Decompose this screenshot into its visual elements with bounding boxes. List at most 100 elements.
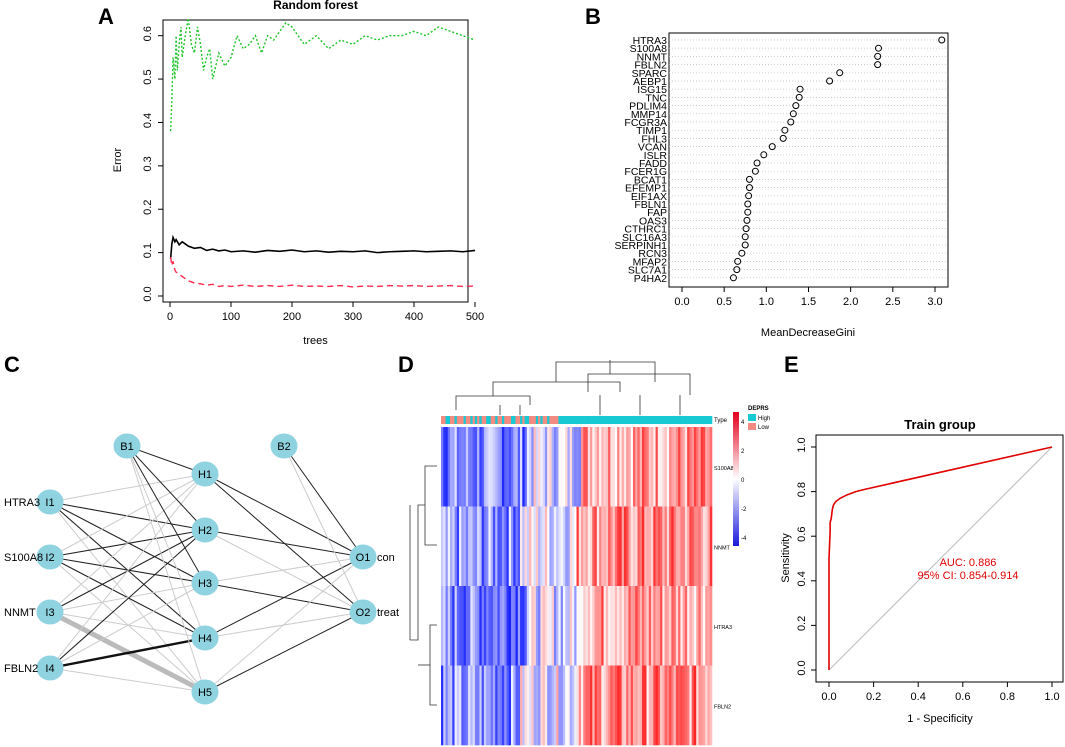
heatmap-cell (610, 586, 613, 666)
heatmap-cell (562, 506, 566, 587)
heatmap-cell (524, 506, 528, 587)
heatmap-cell (653, 506, 656, 587)
row-label: NNMT (714, 545, 731, 551)
x-axis-label: trees (303, 335, 328, 347)
heatmap-cell (707, 665, 711, 746)
heatmap-cell (614, 427, 618, 507)
network-node-label: I1 (45, 497, 54, 509)
heatmap-cell (463, 506, 467, 587)
heatmap-cell (623, 506, 627, 587)
heatmap-cell (689, 586, 692, 666)
heatmap-cell (490, 665, 494, 746)
color-scale-tick: -4 (741, 536, 747, 542)
heatmap-cell (657, 665, 661, 746)
heatmap-cell (641, 427, 645, 507)
heatmap-cell (671, 427, 674, 507)
gene-point (787, 118, 795, 126)
heatmap-cell (472, 506, 476, 587)
gene-label: FAP (647, 207, 667, 219)
heatmap-cell (574, 665, 577, 746)
annotation-cell (486, 416, 489, 424)
heatmap-cell (587, 586, 591, 666)
heatmap-cell (497, 427, 501, 507)
heatmap-cell (562, 665, 566, 746)
annotation-cell (628, 416, 631, 424)
gene-point (733, 266, 741, 274)
heatmap-cell (531, 665, 534, 746)
heatmap-cell (592, 665, 595, 746)
heatmap-cell (486, 506, 489, 587)
annotation-cell (671, 416, 674, 424)
heatmap-cell (700, 427, 704, 507)
heatmap-cell (497, 586, 501, 666)
y-tick-label: 0.8 (796, 482, 808, 497)
heatmap-cell (533, 586, 537, 666)
annotation-cell (477, 416, 480, 424)
network-edge (49, 473, 206, 669)
network-node (349, 599, 377, 625)
y-tick-label: 0.6 (142, 26, 154, 41)
heatmap-cell (508, 506, 512, 587)
annotation-cell (587, 416, 591, 424)
gene-label: TIMP1 (636, 125, 667, 137)
heatmap-cell (547, 427, 550, 507)
heatmap-cell (705, 427, 708, 507)
gene-point (789, 110, 797, 118)
network-node-label: H4 (198, 633, 212, 645)
heatmap-cell (623, 586, 627, 666)
panel-b-gini-dotchart: HTRA3S100A8NNMTFBLN2SPARCAEBP1ISG15TNCPD… (614, 32, 949, 339)
heatmap-cell (456, 506, 460, 587)
heatmap-cell (522, 665, 525, 746)
heatmap-cell (619, 506, 622, 587)
gene-label: VCAN (638, 142, 667, 154)
y-axis-label: Error (112, 147, 124, 172)
heatmap-cell (490, 506, 494, 587)
network-node-label: O2 (356, 607, 371, 619)
heatmap-cell (443, 586, 446, 666)
heatmap-cell (571, 665, 575, 746)
heatmap-cell (641, 586, 645, 666)
annotation-cell (594, 416, 598, 424)
heatmap-cell (635, 586, 638, 666)
heatmap-cell (693, 665, 697, 746)
heatmap-cell (470, 665, 473, 746)
annotation-cell (517, 416, 521, 424)
annotation-cell (630, 416, 634, 424)
heatmap-cell (651, 506, 654, 587)
heatmap-cell (578, 586, 582, 666)
heatmap-cell (617, 586, 620, 666)
heatmap-cell (488, 506, 491, 587)
heatmap-cell (574, 506, 577, 587)
gene-label: S100A8 (630, 43, 668, 55)
heatmap-cell (513, 665, 516, 746)
heatmap-cell (443, 506, 446, 587)
y-tick-label: 0.0 (142, 286, 154, 301)
heatmap-cell (490, 427, 494, 507)
annotation-cell (524, 416, 528, 424)
annotation-cell (705, 416, 708, 424)
heatmap-cell (468, 586, 471, 666)
annotation-cell (535, 416, 539, 424)
heatmap-cell (664, 506, 668, 587)
row-dendrogram (429, 624, 437, 706)
heatmap-cell (513, 427, 516, 507)
heatmap-cell (456, 427, 460, 507)
heatmap-cell (578, 665, 582, 746)
annotation-cell (592, 416, 595, 424)
heatmap-cell (648, 427, 652, 507)
network-edge (283, 445, 364, 613)
heatmap-cell (560, 665, 564, 746)
column-dendrogram (587, 373, 691, 395)
heatmap-cell (614, 665, 618, 746)
network-node (36, 489, 64, 515)
heatmap-cell (511, 427, 514, 507)
heatmap-cell (707, 586, 711, 666)
heatmap-cell (662, 586, 665, 666)
heatmap-cell (513, 506, 516, 587)
heatmap-cell (526, 506, 530, 587)
heatmap-cell (486, 665, 489, 746)
heatmap-cell (605, 506, 609, 587)
heatmap-cell (470, 427, 473, 507)
heatmap-cell (601, 427, 604, 507)
heatmap-cell (698, 586, 702, 666)
